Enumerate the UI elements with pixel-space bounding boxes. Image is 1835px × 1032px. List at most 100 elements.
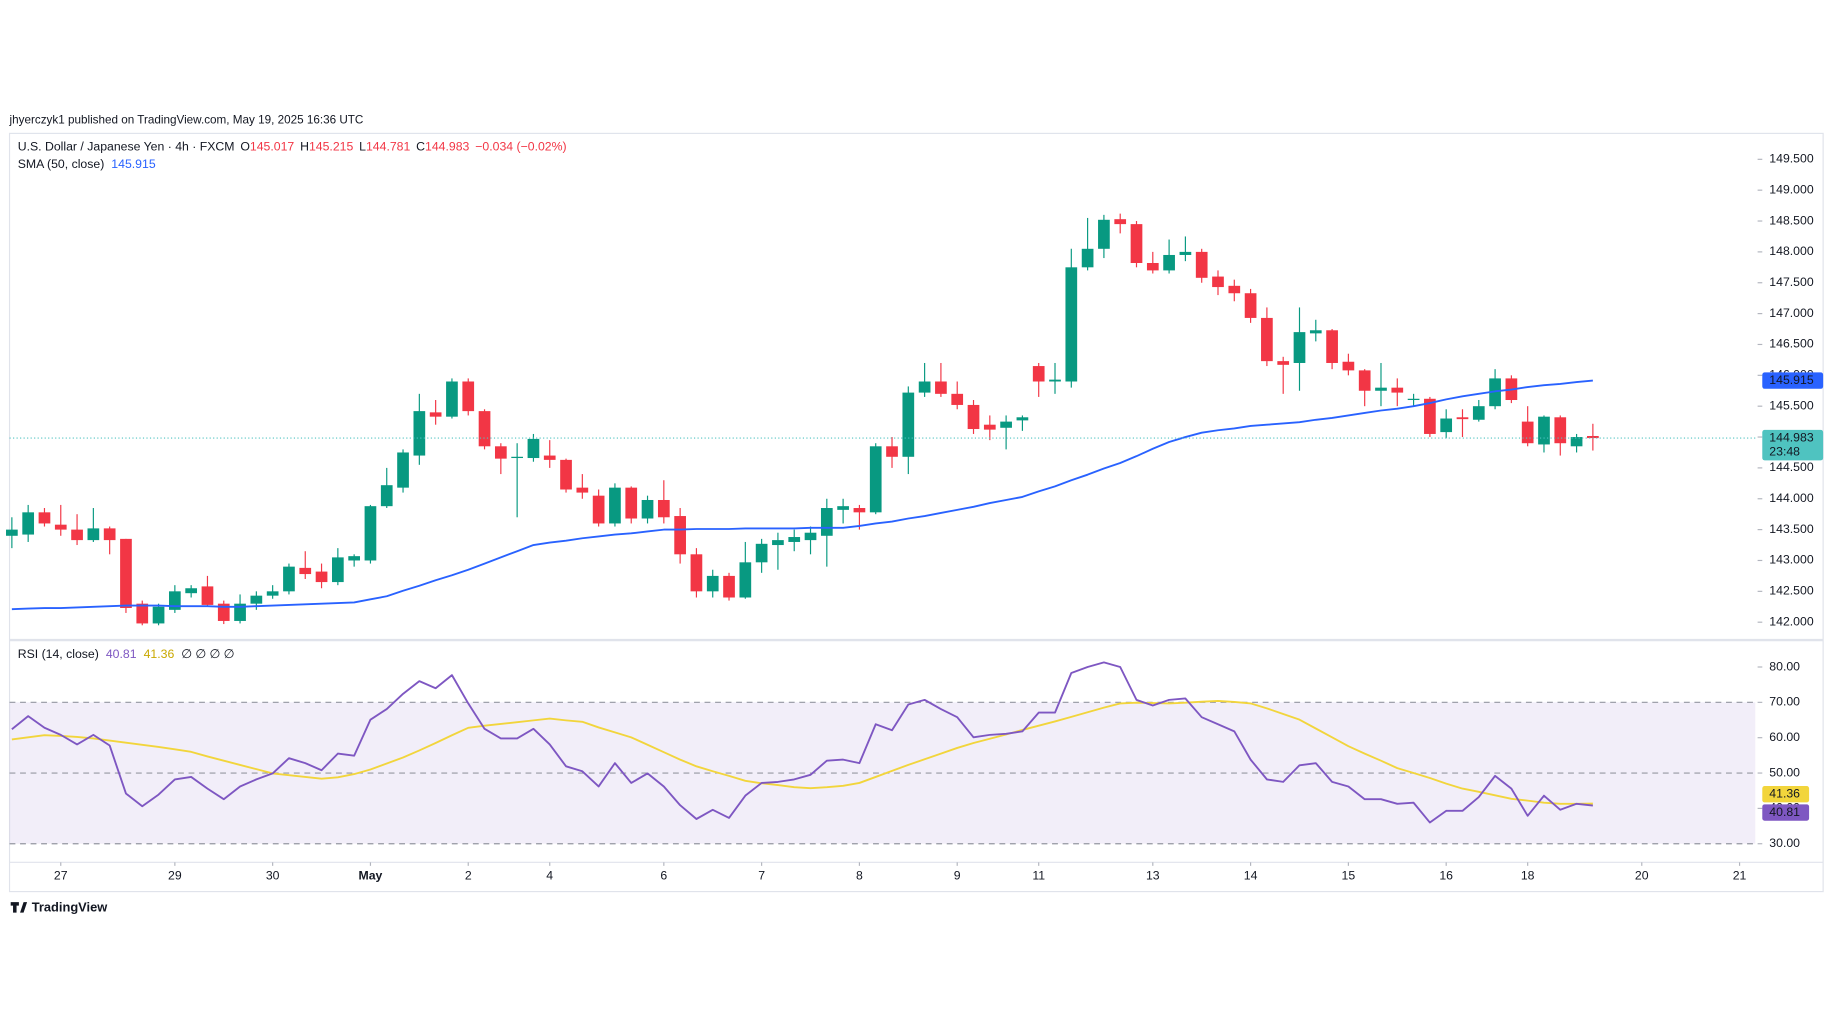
candle-body <box>837 506 849 510</box>
candle-body <box>315 571 328 583</box>
candle-body <box>1342 361 1355 371</box>
y-tick-label: 143.500 <box>1769 522 1814 536</box>
candle-body <box>951 393 964 405</box>
candle-body <box>1146 262 1159 271</box>
candle-body <box>380 485 393 507</box>
candle-body <box>1261 317 1273 362</box>
x-tick-label: 27 <box>54 869 68 883</box>
change: −0.034 (−0.02%) <box>475 140 566 154</box>
candle-body <box>1456 417 1469 420</box>
published-note: jhyerczyk1 published on TradingView.com,… <box>9 114 364 127</box>
candle-body <box>1440 418 1453 433</box>
candle-body <box>87 528 100 541</box>
candle-body <box>494 446 507 459</box>
y-tick-label: 30.00 <box>1769 836 1800 850</box>
ohlc-letter: L <box>359 140 366 154</box>
candle-body <box>560 459 572 490</box>
sma-line <box>11 379 1593 611</box>
candle-body <box>429 412 442 417</box>
candle-body <box>413 411 426 456</box>
x-tick-label: 11 <box>1032 869 1045 883</box>
y-tick-label: 142.500 <box>1769 584 1814 598</box>
candle-body <box>527 438 540 459</box>
candle-body <box>739 562 752 598</box>
candle-body <box>1424 398 1436 434</box>
x-tick-label: May <box>359 869 383 883</box>
sma-price-box <box>1762 372 1824 389</box>
x-tick-label: 4 <box>546 869 553 883</box>
candle-body <box>201 586 214 605</box>
candle-body <box>136 603 149 624</box>
candle-body <box>71 529 83 541</box>
rsi-value-label: 40.81 <box>1769 805 1800 819</box>
rsi-value-label: 41.36 <box>1769 786 1800 800</box>
candle-body <box>1016 417 1029 421</box>
sma-legend: SMA (50, close) 145.915 <box>18 157 156 171</box>
candle-body <box>706 575 719 592</box>
candle-body <box>462 381 475 412</box>
candle-body <box>1179 251 1192 255</box>
candle-body <box>1130 224 1143 263</box>
candle-body <box>283 566 295 592</box>
y-tick-label: 70.00 <box>1769 695 1800 709</box>
plot-layer <box>6 213 1756 824</box>
x-tick-label: 15 <box>1342 869 1356 883</box>
y-tick-label: 60.00 <box>1769 730 1800 744</box>
candle-body <box>1212 276 1224 288</box>
candle-body <box>967 404 980 430</box>
candle-body <box>625 487 638 519</box>
last-price-box <box>1762 429 1824 461</box>
candle-body <box>511 456 523 459</box>
ohlc-letter: C <box>416 140 425 154</box>
y-tick-label: 146.500 <box>1769 337 1814 351</box>
logo-icon <box>10 902 28 913</box>
x-tick-label: 18 <box>1521 869 1535 883</box>
rsi-extra: ∅ ∅ ∅ ∅ <box>181 647 234 661</box>
candle-body <box>38 512 51 524</box>
frame <box>8 132 1824 893</box>
candle-body <box>576 487 589 493</box>
candle-body <box>674 516 686 555</box>
rsi-line <box>11 699 1593 805</box>
candle-body <box>1000 421 1012 428</box>
y-tick-label: 145.500 <box>1769 398 1814 412</box>
candle-body <box>853 508 866 513</box>
ohlc-value: 144.781 <box>366 140 411 154</box>
x-tick-label: 8 <box>856 869 863 883</box>
ohlc-letter: O <box>240 140 250 154</box>
x-tick-label: 7 <box>758 869 765 883</box>
ohlc-value: 144.983 <box>425 140 470 154</box>
y-tick-label: 142.000 <box>1769 614 1814 628</box>
candle-body <box>1570 437 1583 447</box>
candle-body <box>1358 370 1371 391</box>
candle-body <box>185 588 198 594</box>
x-tick-label: 6 <box>660 869 667 883</box>
x-tick-label: 9 <box>954 869 961 883</box>
candle-body <box>103 528 116 541</box>
candle-body <box>690 554 703 592</box>
candle-body <box>1114 219 1127 225</box>
x-tick-label: 2 <box>465 869 472 883</box>
candle-body <box>1407 398 1420 401</box>
rsi-name: RSI (14, close) <box>18 647 99 661</box>
candle-body <box>902 392 915 457</box>
candle-body <box>1228 285 1241 294</box>
y-tick-label: 149.000 <box>1769 182 1814 196</box>
rsi-band-layer <box>9 701 1756 845</box>
candle-body <box>886 446 898 457</box>
last-price-label: 144.983 <box>1769 430 1814 444</box>
candle-body <box>788 537 801 542</box>
candle-body <box>1391 387 1404 393</box>
y-tick-label: 147.000 <box>1769 306 1814 320</box>
y-tick-label: 147.500 <box>1769 275 1814 289</box>
candle-body <box>1049 379 1061 382</box>
y-tick-label: 148.000 <box>1769 244 1814 258</box>
x-tick-label: 13 <box>1146 869 1160 883</box>
x-tick-label: 20 <box>1635 869 1649 883</box>
y-tick-label: 149.500 <box>1769 152 1814 166</box>
ohlc-value: 145.215 <box>309 140 354 154</box>
candle-body <box>1309 330 1322 334</box>
candle-body <box>820 508 833 536</box>
